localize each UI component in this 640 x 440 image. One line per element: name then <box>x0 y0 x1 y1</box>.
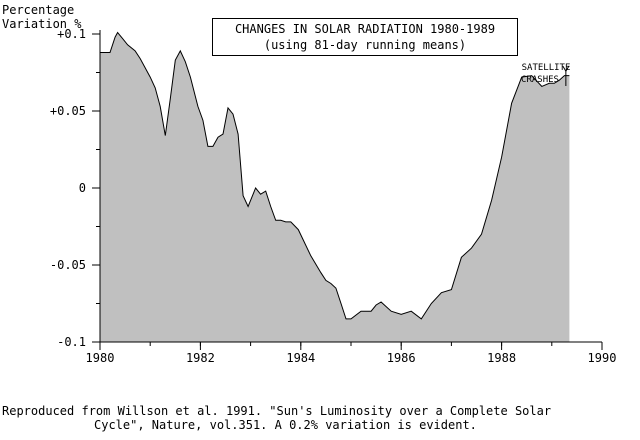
annotation-label-line1: SATELLITE <box>522 63 571 73</box>
series-line <box>100 31 570 320</box>
series-area-fill <box>100 32 570 342</box>
chart-title-box: CHANGES IN SOLAR RADIATION 1980-1989 (us… <box>212 18 518 56</box>
x-tick-label: 1986 <box>387 351 416 365</box>
x-tick-label: 1982 <box>186 351 215 365</box>
caption-line-2: Cycle", Nature, vol.351. A 0.2% variatio… <box>94 418 477 432</box>
y-tick-label: -0.05 <box>50 258 86 272</box>
y-tick-label: -0.1 <box>57 335 86 349</box>
x-tick-label: 1988 <box>487 351 516 365</box>
chart-title: CHANGES IN SOLAR RADIATION 1980-1989 <box>234 22 496 36</box>
y-axis-label-line1: Percentage <box>2 3 75 17</box>
figure-caption: Reproduced from Willson et al. 1991. "Su… <box>0 404 640 432</box>
y-tick-label: +0.05 <box>50 104 86 118</box>
x-tick-label: 1984 <box>286 351 315 365</box>
y-tick-label: +0.1 <box>57 27 86 41</box>
annotation-label-line2: CRASHES <box>521 75 559 85</box>
x-tick-label: 1980 <box>86 351 115 365</box>
chart-subtitle: (using 81-day running means) <box>263 38 467 52</box>
y-tick-label: 0 <box>79 181 86 195</box>
x-tick-label: 1990 <box>588 351 617 365</box>
y-axis-label-line2: Variation % <box>2 17 82 31</box>
caption-line-1: Reproduced from Willson et al. 1991. "Su… <box>2 404 552 418</box>
annotation-arrow-head <box>562 65 570 73</box>
